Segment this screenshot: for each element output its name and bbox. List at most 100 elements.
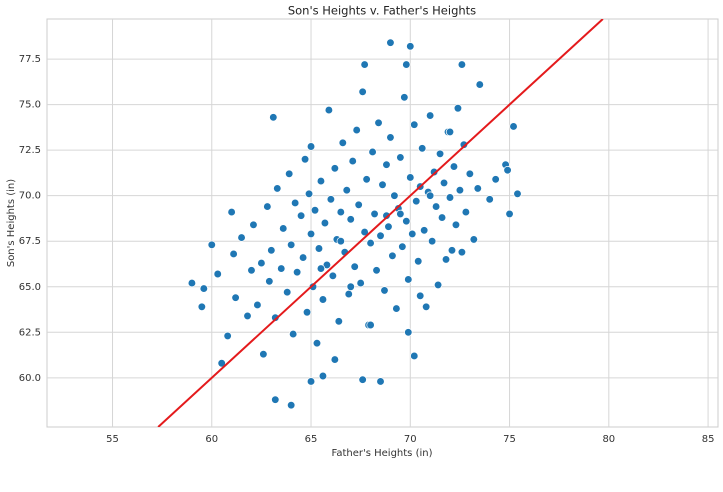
scatter-point [366,320,375,330]
scatter-point [366,238,375,248]
scatter-point [398,242,407,251]
scatter-point [447,246,457,255]
scatter-point [346,282,355,291]
scatter-point [231,293,240,302]
scatter-point [324,105,334,115]
scatter-point [513,189,522,199]
scatter-point [310,206,320,215]
scatter-point [384,222,393,231]
scatter-point [229,249,238,259]
scatter-point [306,377,316,386]
scatter-point [287,400,296,410]
scatter-point [390,191,399,200]
scatter-point [459,140,469,149]
scatter-point [320,218,330,228]
scatter-point [326,195,336,204]
x-tick-label: 65 [305,434,318,445]
scatter-point [277,264,286,273]
scatter-point [376,377,385,386]
scatter-point [314,244,324,253]
scatter-point [431,202,441,211]
scatter-point [304,189,314,199]
scatter-point [316,264,326,273]
scatter-point [328,271,338,280]
scatter-point [283,288,292,297]
scatter-point [362,175,371,184]
scatter-point [465,169,474,178]
scatter-point [404,275,413,284]
scatter-point [300,155,310,164]
scatter-point [358,87,367,97]
plot-area [46,18,719,428]
scatter-point [491,175,500,184]
scatter-point [312,339,322,348]
scatter-point [197,302,206,311]
scatter-point [291,198,300,208]
scatter-point [279,224,288,233]
scatter-point [441,255,451,264]
scatter-point [451,220,461,229]
scatter-point [406,173,415,182]
scatter-point [386,133,395,142]
scatter-point [356,278,365,288]
scatter-point [296,211,306,220]
scatter-point [306,229,316,239]
scatter-point [346,215,355,224]
reference-line [157,19,604,427]
scatter-point [402,217,411,226]
scatter-point [330,355,340,364]
x-axis-label: Father's Heights (in) [332,448,433,459]
scatter-point [414,257,423,266]
y-tick-label: 75.0 [19,100,41,111]
scatter-point [457,247,467,257]
scatter-point [382,211,391,220]
scatter-point [445,127,455,137]
scatter-point [457,60,467,69]
scatter-point [358,375,367,384]
y-tick-label: 70.0 [19,191,41,202]
scatter-point [382,160,391,169]
scatter-point [437,213,447,222]
scatter-point [473,184,482,193]
scatter-point [318,295,328,304]
scatter-point [370,209,379,219]
scatter-point [453,104,463,113]
scatter-point [410,120,419,129]
scatter-point [249,220,258,229]
scatter-point [292,268,302,277]
scatter-point [449,162,459,171]
scatter-point [302,308,312,317]
scatter-point [271,395,280,404]
scatter-point [263,202,272,211]
scatter-point [368,147,377,157]
x-tick-label: 80 [602,434,615,445]
scatter-point [360,60,369,69]
scatter-point [336,237,345,246]
scatter-point [287,240,296,250]
scatter-point [427,237,437,246]
scatter-point [380,286,389,295]
scatter-point [316,176,326,186]
x-tick-label: 85 [702,434,715,445]
scatter-point [285,169,294,178]
scatter-point [412,196,421,206]
y-tick-label: 62.5 [19,327,41,338]
scatter-point [475,80,484,89]
x-tick-label: 75 [503,434,516,445]
scatter-point [213,269,222,279]
scatter-point [435,149,445,158]
scatter-point [425,111,435,120]
scatter-point [392,304,401,313]
scatter-point [376,231,385,240]
scatter-point [187,278,197,288]
scatter-point [445,193,455,202]
scatter-point [429,167,439,177]
x-tick-label: 70 [404,434,417,445]
scatter-point [199,284,208,293]
scatter-point [455,186,465,195]
scatter-point [289,329,298,339]
scatter-point [404,328,413,337]
scatter-point [322,260,332,270]
scatter-point [386,38,395,47]
scatter-point [271,313,280,322]
